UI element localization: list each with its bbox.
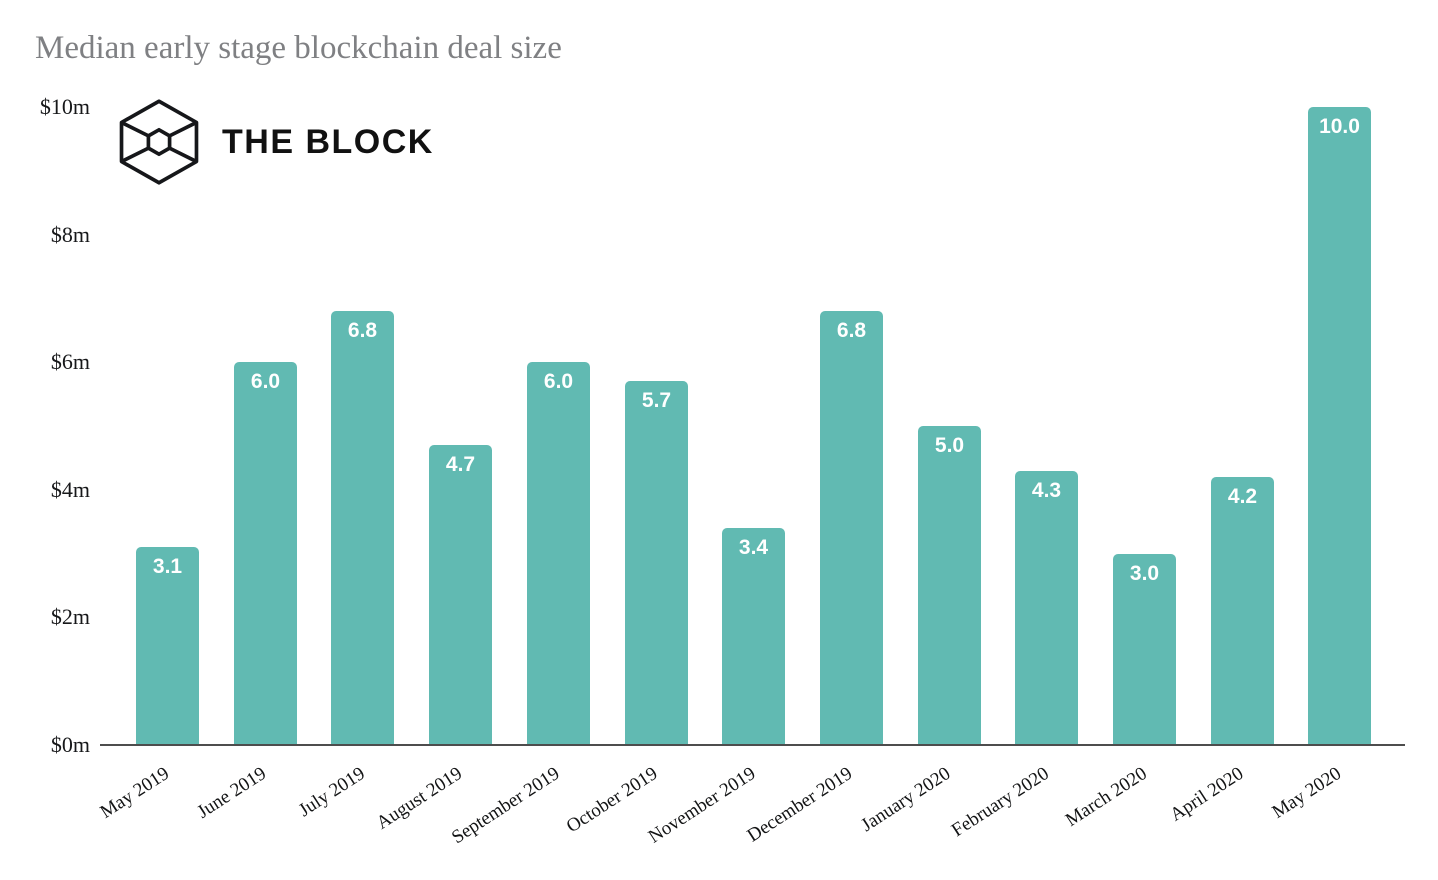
bar: 6.0	[527, 362, 590, 745]
x-axis-label: December 2019	[743, 763, 857, 847]
bar-value-label: 6.8	[347, 319, 378, 342]
x-axis-label: September 2019	[447, 763, 564, 849]
x-axis-label: August 2019	[373, 763, 467, 834]
bar: 6.8	[331, 311, 394, 745]
x-axis-label: May 2019	[96, 763, 174, 823]
bar-value-label: 4.7	[445, 453, 476, 476]
y-axis-tick-label: $2m	[50, 604, 90, 629]
y-axis-tick-label: $8m	[50, 222, 90, 247]
bar-value-label: 5.7	[641, 389, 672, 412]
bar-value-label: 4.3	[1031, 479, 1062, 502]
y-axis-tick-label: $6m	[50, 349, 90, 374]
y-axis-tick-label: $10m	[39, 94, 90, 119]
block-cube-icon	[119, 99, 199, 185]
x-axis-label: June 2019	[193, 763, 271, 823]
bar: 3.1	[136, 547, 199, 745]
x-axis-label: October 2019	[562, 763, 662, 838]
bar: 4.2	[1211, 477, 1274, 745]
x-axis-label: November 2019	[644, 763, 760, 848]
bar-value-label: 6.0	[543, 370, 574, 393]
bar-value-label: 4.2	[1227, 485, 1258, 508]
bar: 5.7	[625, 381, 688, 745]
chart-title: Median early stage blockchain deal size	[35, 30, 562, 66]
bar-value-label: 6.8	[836, 319, 867, 342]
bar-value-label: 6.0	[250, 370, 281, 393]
x-axis-label: April 2020	[1166, 763, 1248, 826]
x-axis-label: February 2020	[947, 763, 1053, 842]
bar: 5.0	[918, 426, 981, 745]
bar: 6.0	[234, 362, 297, 745]
bar-value-label: 3.0	[1129, 562, 1160, 585]
x-axis-label: January 2020	[857, 763, 955, 837]
bar: 4.3	[1015, 471, 1078, 745]
bar-value-label: 3.1	[152, 555, 183, 578]
bar: 4.7	[429, 445, 492, 745]
bar: 3.4	[722, 528, 785, 745]
x-axis-label: March 2020	[1061, 763, 1151, 831]
the-block-logo-text: THE BLOCK	[222, 122, 434, 161]
x-axis-line	[100, 744, 1405, 746]
bar: 10.0	[1308, 107, 1371, 745]
bar-value-label: 3.4	[738, 536, 769, 559]
bar-value-label: 10.0	[1319, 115, 1360, 138]
bar: 3.0	[1113, 554, 1176, 745]
bar: 6.8	[820, 311, 883, 745]
bar-value-label: 5.0	[934, 434, 965, 457]
x-axis-label: May 2020	[1268, 763, 1346, 823]
the-block-logo: THE BLOCK	[118, 98, 434, 186]
y-axis-tick-label: $0m	[50, 732, 90, 757]
y-axis-tick-label: $4m	[50, 477, 90, 502]
x-axis-label: July 2019	[294, 763, 369, 822]
